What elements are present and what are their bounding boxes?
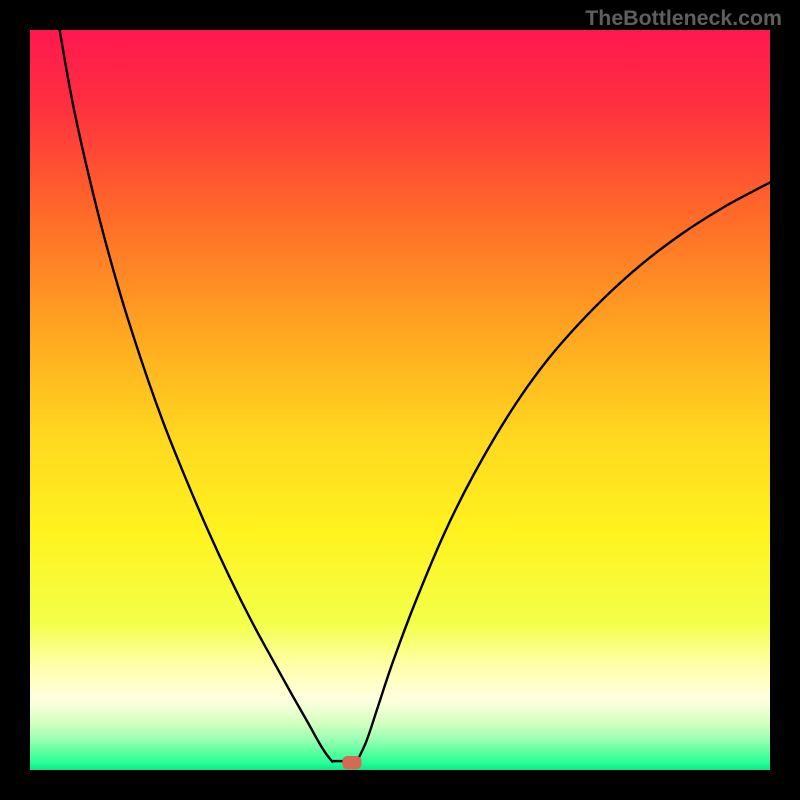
bottleneck-chart: [0, 0, 800, 800]
chart-root: TheBottleneck.com: [0, 0, 800, 800]
plot-background: [30, 30, 770, 770]
optimum-marker: [342, 756, 361, 769]
